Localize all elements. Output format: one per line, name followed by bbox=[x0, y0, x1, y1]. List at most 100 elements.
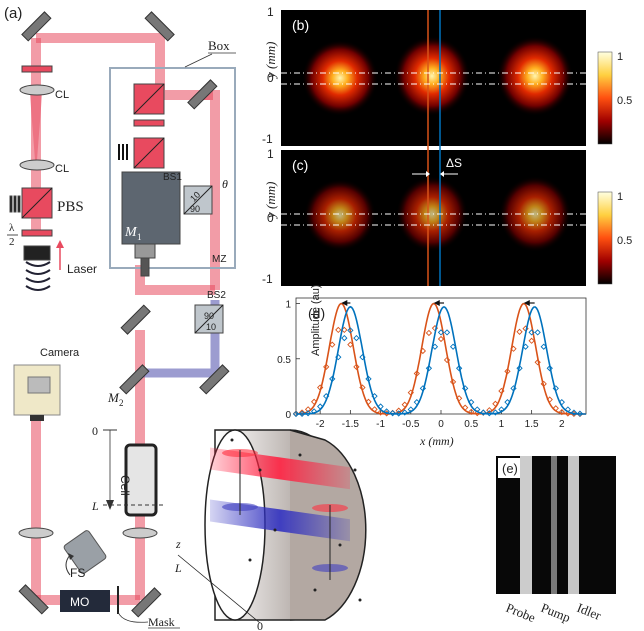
series-0-point bbox=[528, 337, 535, 344]
chart-xlabel: x (mm) bbox=[419, 434, 454, 448]
series-1-point bbox=[528, 329, 535, 336]
beam-dump-2 bbox=[118, 144, 128, 160]
mo-body bbox=[60, 590, 110, 612]
split1-bottom: 90 bbox=[190, 204, 200, 214]
x-tick-label: -0.5 bbox=[402, 419, 420, 430]
panel-e-label: (e) bbox=[502, 461, 518, 476]
series-1-point bbox=[292, 410, 300, 418]
series-1-point bbox=[552, 385, 559, 392]
x-tick-label: -1 bbox=[376, 419, 385, 430]
bs1-label: BS1 bbox=[163, 172, 182, 183]
series-0-point bbox=[347, 341, 354, 348]
series-1-point bbox=[323, 393, 330, 400]
series-1-point bbox=[371, 393, 378, 400]
cb-c-1: 1 bbox=[617, 191, 623, 203]
series-1-point bbox=[480, 409, 487, 416]
mirror-m2 bbox=[119, 364, 150, 395]
cell-body bbox=[124, 443, 158, 517]
series-0-point bbox=[504, 368, 511, 375]
red-beam-path bbox=[31, 33, 220, 605]
mirror-5 bbox=[199, 364, 230, 395]
series-1-point bbox=[395, 410, 402, 417]
y-tick-label: 0.5 bbox=[277, 355, 291, 366]
series-1-point bbox=[347, 327, 354, 334]
c-ylabel: y (mm) bbox=[263, 182, 278, 220]
series-1-point bbox=[298, 410, 306, 417]
mirror-4 bbox=[120, 304, 151, 335]
panel-a-label: (a) bbox=[4, 5, 22, 22]
series-0-point bbox=[546, 396, 553, 403]
series-0-point bbox=[492, 400, 499, 407]
label-idler: Idler bbox=[575, 600, 604, 623]
series-1-point bbox=[341, 334, 348, 342]
shift-arrowhead bbox=[523, 300, 530, 306]
lens-cl1 bbox=[19, 84, 55, 96]
fs-objective bbox=[63, 530, 107, 574]
x-tick-label: -1.5 bbox=[342, 419, 360, 430]
axis-0-label: 0 bbox=[257, 619, 263, 631]
chart-ylabel: Amplitude (au) bbox=[310, 284, 322, 356]
series-0-point bbox=[552, 405, 559, 412]
series-1-point bbox=[455, 365, 463, 372]
x-tick-label: 1 bbox=[499, 419, 505, 430]
axis-z-label: z bbox=[175, 537, 181, 551]
idler-stripe bbox=[568, 456, 579, 594]
image-c-spots bbox=[304, 176, 571, 252]
lens-cl2 bbox=[19, 159, 55, 171]
box-label: Box bbox=[208, 38, 230, 53]
bs2-label: BS2 bbox=[207, 290, 226, 301]
lens-camera bbox=[18, 527, 54, 539]
series-0-point bbox=[455, 395, 463, 402]
series-1-point bbox=[383, 408, 390, 415]
mirror-7 bbox=[131, 587, 162, 618]
series-0-point bbox=[486, 407, 493, 414]
half-numerator: λ bbox=[9, 222, 15, 234]
series-0-point bbox=[304, 406, 312, 413]
series-1-point bbox=[510, 385, 517, 392]
series-1-point bbox=[389, 410, 396, 417]
side-camera-panel: (e) Probe Pump Idler bbox=[496, 456, 616, 625]
series-0-point bbox=[335, 326, 342, 334]
camera-sensor bbox=[27, 376, 51, 394]
laser-head bbox=[23, 245, 51, 261]
b-ytick-1: 1 bbox=[267, 5, 274, 19]
series-1-point bbox=[437, 329, 445, 336]
series-1-point bbox=[329, 375, 336, 383]
series-1-point bbox=[474, 406, 481, 413]
series-0-point bbox=[401, 401, 408, 408]
series-0-point bbox=[419, 347, 427, 355]
m1-sub: 1 bbox=[137, 232, 142, 242]
pump-stripe bbox=[551, 456, 557, 594]
series-1-point bbox=[317, 403, 324, 410]
panel-c-label: (c) bbox=[292, 157, 308, 173]
axis-L-label: L bbox=[174, 561, 182, 575]
series-1-line bbox=[296, 305, 586, 415]
theta-label: θ bbox=[222, 177, 228, 191]
series-1-point bbox=[443, 329, 451, 336]
series-0-point bbox=[310, 398, 318, 405]
series-0-point bbox=[371, 406, 378, 413]
cb-b-05: 0.5 bbox=[617, 95, 632, 107]
series-0-point bbox=[462, 404, 469, 411]
x-tick-label: -2 bbox=[316, 419, 325, 430]
split2-bottom: 10 bbox=[206, 322, 216, 332]
mz-box bbox=[109, 67, 236, 269]
cl2-label: CL bbox=[55, 163, 69, 175]
camera-label: Camera bbox=[40, 347, 80, 359]
probe-stripe bbox=[520, 456, 532, 594]
b-ytick-m1: -1 bbox=[262, 132, 273, 146]
series-0-point bbox=[298, 409, 306, 416]
series-0-point bbox=[317, 384, 324, 391]
series-0-point bbox=[534, 359, 541, 366]
series-1-point bbox=[468, 399, 475, 406]
series-1-point bbox=[546, 365, 553, 372]
series-0-point bbox=[540, 380, 547, 387]
series-1-point bbox=[564, 406, 572, 413]
series-0-point bbox=[510, 345, 517, 352]
series-0-point bbox=[443, 356, 451, 364]
series-0-point bbox=[407, 389, 414, 396]
series-0-point bbox=[516, 328, 523, 335]
panel-e-badge bbox=[498, 458, 520, 478]
laser-label: Laser bbox=[67, 262, 97, 276]
x-tick-label: 1.5 bbox=[525, 419, 539, 430]
